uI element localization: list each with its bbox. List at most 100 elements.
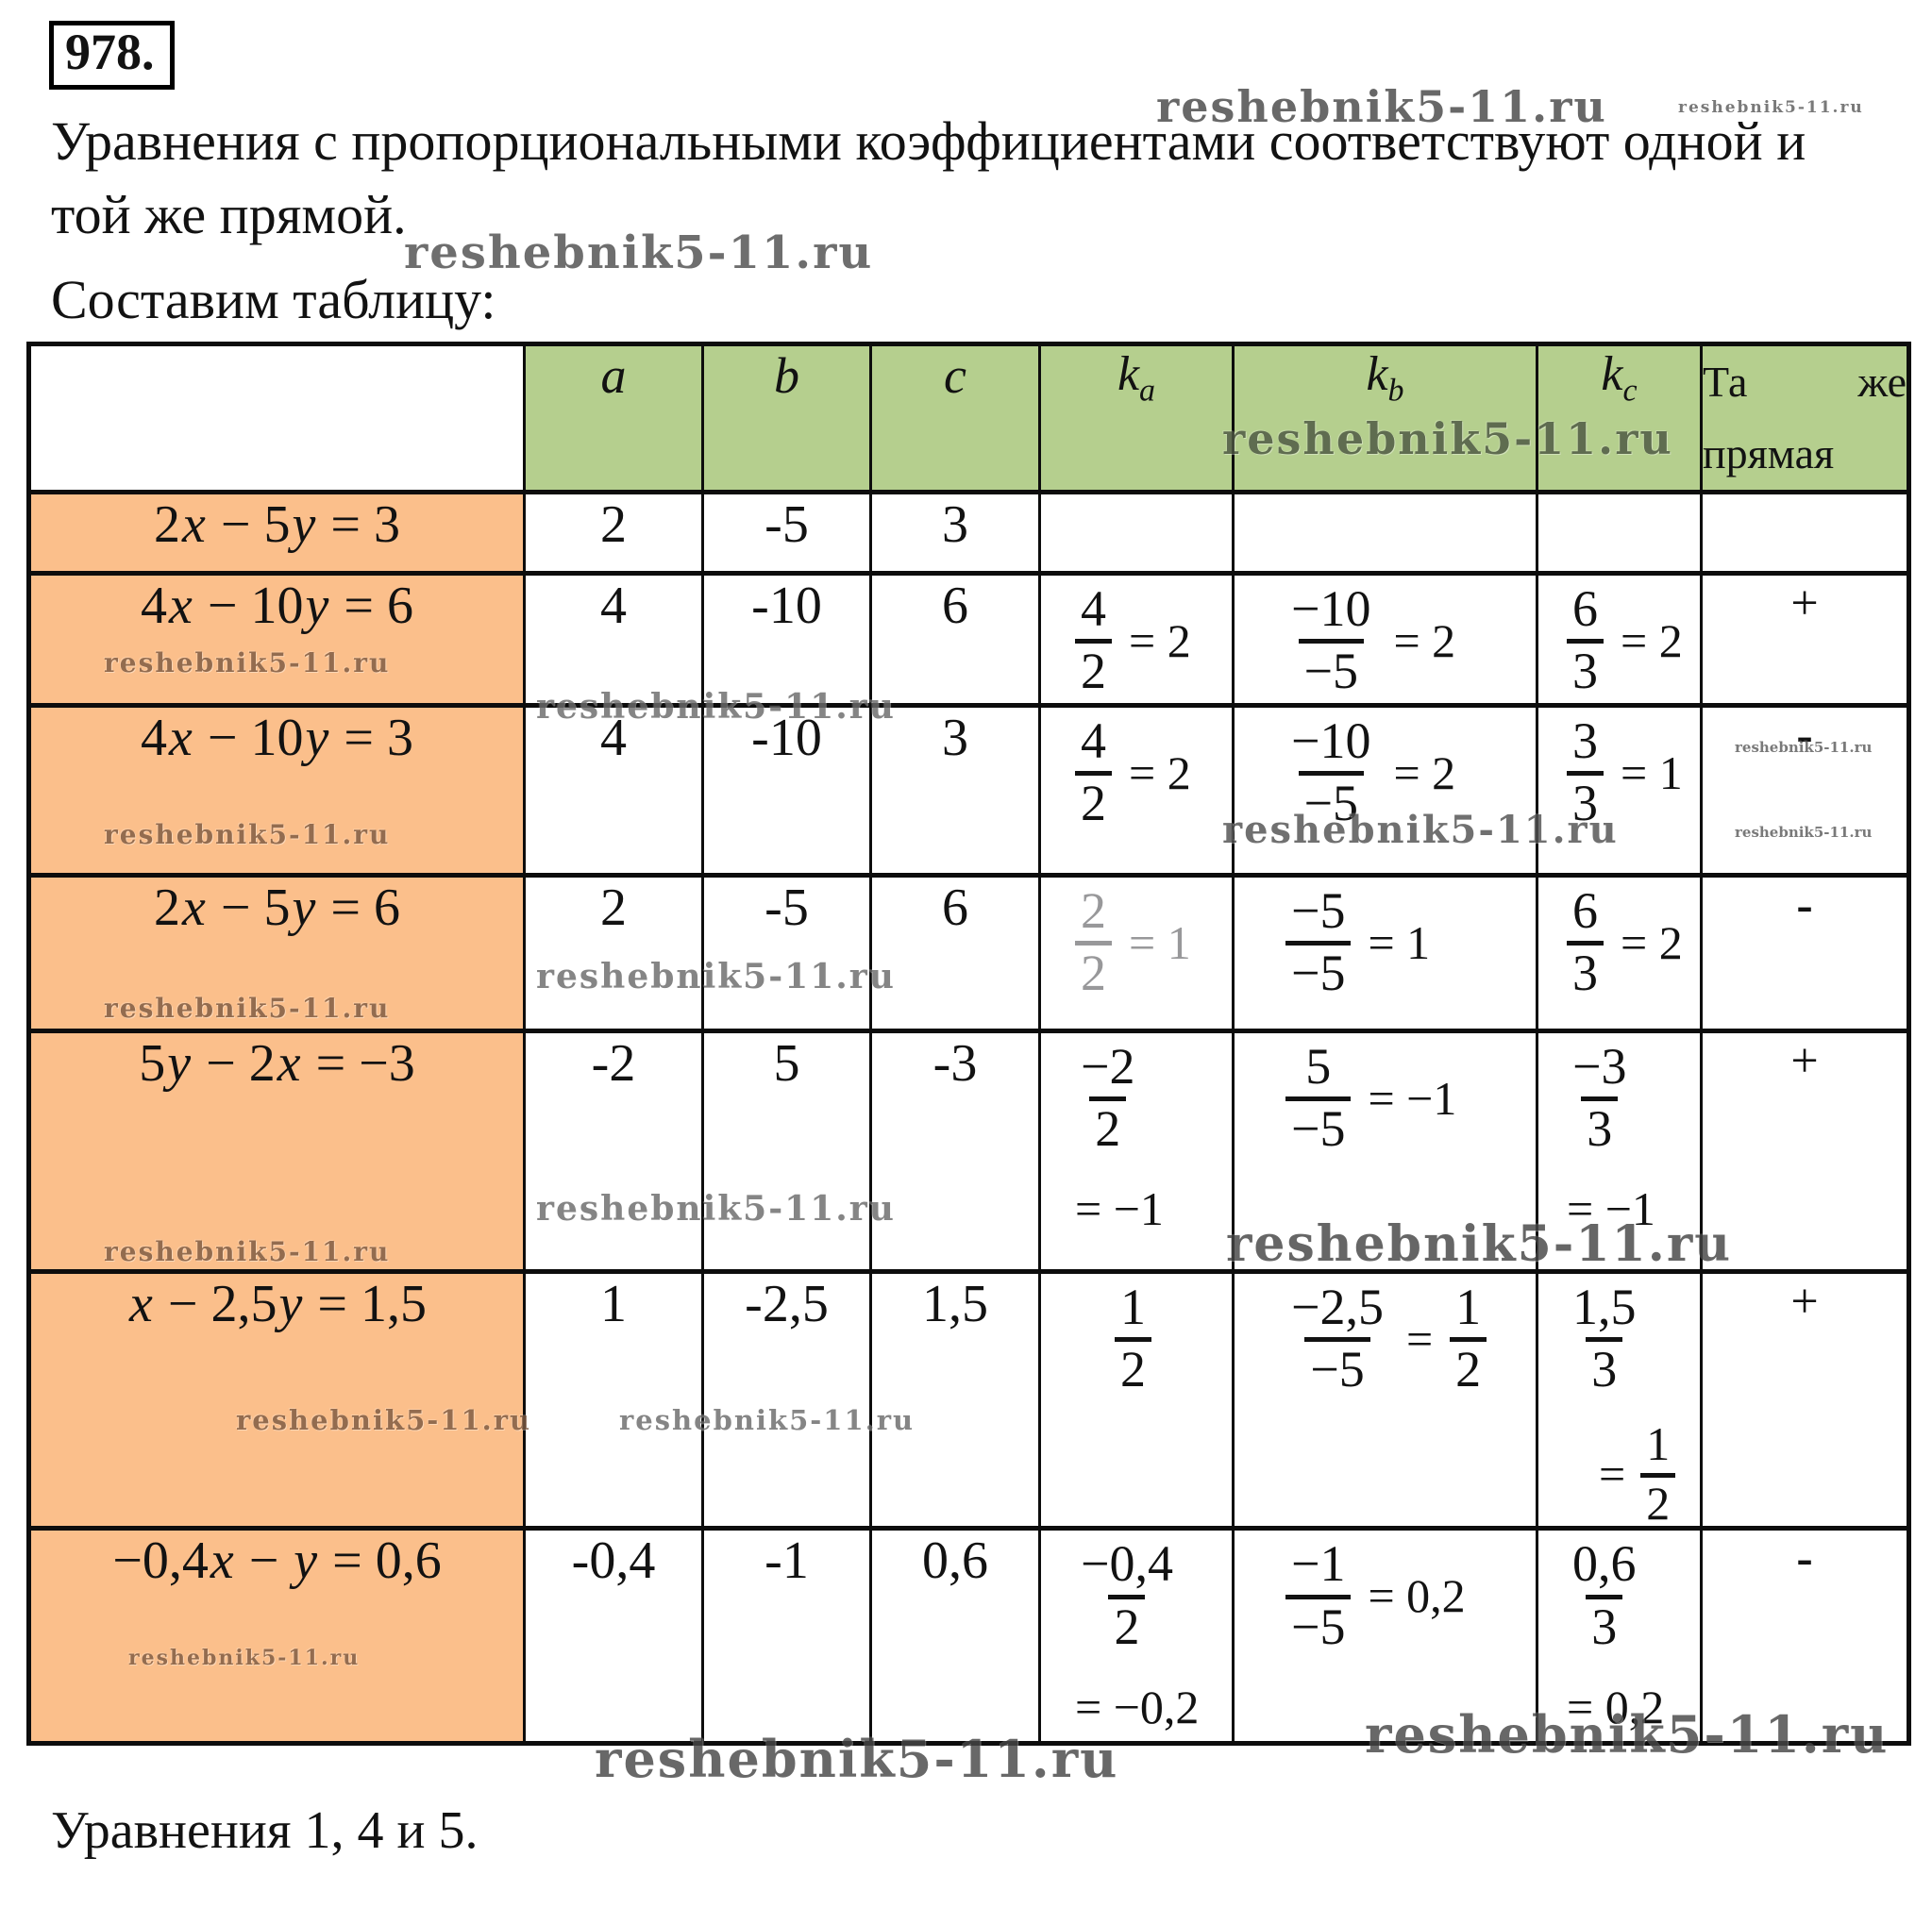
cell-same-line-6: + <box>1700 1268 1910 1531</box>
cell-c-4: 6 <box>869 872 1041 1033</box>
fraction: −0,4 2 <box>1081 1535 1173 1655</box>
cell-ka-7: −0,4 2 = −0,2 <box>1038 1526 1235 1747</box>
k-symbol: k <box>1117 347 1140 401</box>
cell-same-line-3: - <box>1700 702 1910 878</box>
cell-kb-7: −1 −5 = 0,2 <box>1232 1526 1538 1747</box>
k-expression: 0,6 3 = 0,2 <box>1567 1535 1665 1733</box>
cell-kb-2: −10 −5 = 2 <box>1232 570 1538 708</box>
fraction: −2 2 <box>1081 1037 1135 1158</box>
cell-same-line-1 <box>1700 489 1910 576</box>
k-expression: −0,4 2 = −0,2 <box>1075 1535 1200 1733</box>
fraction: 1,5 3 <box>1572 1278 1637 1398</box>
variable: y <box>292 494 316 554</box>
k-expression: −5 −5 = 1 <box>1285 879 1535 998</box>
table-row: 4x − 10y = 3 4 -10 3 4 2 = 2 −10 −5 = 2 3 3 = 1- <box>27 702 1910 878</box>
cell-kc-2: 6 3 = 2 <box>1536 570 1703 708</box>
table-row: 2x − 5y = 6 2 -5 6 2 2 = 1 −5 −5 = 1 6 3 = 2- <box>27 872 1910 1033</box>
column-header-same-line: Та же прямая <box>1700 342 1910 494</box>
variable: y <box>167 1033 192 1093</box>
column-header-kc: kc <box>1536 342 1703 494</box>
cell-ka-1 <box>1038 489 1235 576</box>
problem-number: 978. <box>49 21 175 90</box>
table-row: x − 2,5y = 1,5 1 -2,5 1,5 1 2 −2,5 −5 = 1 2 1,5 3 = 1 2… <box>27 1268 1910 1531</box>
table-row: 4x − 10y = 6 4 -10 6 4 2 = 2 −10 −5 = 2 6 3 = 2 + <box>27 570 1910 708</box>
variable: x <box>169 708 193 767</box>
variable: x <box>182 878 206 937</box>
cell-c-5: -3 <box>869 1028 1041 1274</box>
variable: y <box>305 576 329 635</box>
cell-b-3: -10 <box>701 702 872 878</box>
k-expression: 5 −5 = −1 <box>1285 1035 1535 1154</box>
cell-a-6: 1 <box>523 1268 704 1531</box>
variable: y <box>292 878 316 937</box>
table-row: 2x − 5y = 3 2 -5 3 <box>27 489 1910 576</box>
cell-ka-5: −2 2 = −1 <box>1038 1028 1235 1274</box>
cell-same-line-5: + <box>1700 1028 1910 1274</box>
cell-ka-2: 4 2 = 2 <box>1038 570 1235 708</box>
variable: y <box>294 1531 318 1591</box>
fraction: −3 3 <box>1572 1037 1627 1158</box>
cell-b-5: 5 <box>701 1028 872 1274</box>
cell-b-6: -2,5 <box>701 1268 872 1531</box>
cell-equation-6: x − 2,5y = 1,5 <box>27 1268 526 1531</box>
k-expression: −10 −5 = 2 <box>1285 577 1535 700</box>
cell-c-2: 6 <box>869 570 1041 708</box>
fraction: −2,5 −5 <box>1291 1278 1384 1398</box>
k-expression: 6 3 = 2 <box>1567 577 1699 696</box>
cell-c-1: 3 <box>869 489 1041 576</box>
cell-kc-4: 6 3 = 2 <box>1536 872 1703 1033</box>
cell-a-1: 2 <box>523 489 704 576</box>
table-header-row: a b c ka kb kc Та же прямая <box>27 342 1910 494</box>
intro-line-2: той же прямой. <box>51 184 407 245</box>
cell-a-3: 4 <box>523 702 704 878</box>
cell-kb-6: −2,5 −5 = 1 2 <box>1232 1268 1538 1531</box>
table-corner-cell <box>27 342 526 494</box>
cell-equation-3: 4x − 10y = 3 <box>27 702 526 878</box>
cell-equation-7: −0,4x − y = 0,6 <box>27 1526 526 1747</box>
column-header-kb: kb <box>1232 342 1538 494</box>
fraction: −10 −5 <box>1291 579 1371 700</box>
cell-kb-1 <box>1232 489 1538 576</box>
column-header-a: a <box>523 342 704 494</box>
cell-kb-4: −5 −5 = 1 <box>1232 872 1538 1033</box>
cell-equation-5: 5y − 2x = −3 <box>27 1028 526 1274</box>
k-subscript-b: b <box>1387 373 1404 409</box>
k-expression: −2,5 −5 = 1 2 <box>1285 1276 1535 1398</box>
cell-kc-5: −3 3 = −1 <box>1536 1028 1703 1274</box>
cell-equation-4: 2x − 5y = 6 <box>27 872 526 1033</box>
cell-c-3: 3 <box>869 702 1041 878</box>
cell-a-2: 4 <box>523 570 704 708</box>
variable: x <box>182 494 206 554</box>
cell-same-line-7: - <box>1700 1526 1910 1747</box>
fraction: −10 −5 <box>1291 711 1371 832</box>
cell-a-5: -2 <box>523 1028 704 1274</box>
same-line-word2: же <box>1857 358 1907 406</box>
cell-c-6: 1,5 <box>869 1268 1041 1531</box>
fraction: 0,6 3 <box>1572 1535 1637 1655</box>
k-expression: 4 2 = 2 <box>1075 577 1231 696</box>
cell-b-4: -5 <box>701 872 872 1033</box>
cell-kc-7: 0,6 3 = 0,2 <box>1536 1526 1703 1747</box>
cell-ka-3: 4 2 = 2 <box>1038 702 1235 878</box>
k-expression: −2 2 = −1 <box>1075 1037 1164 1236</box>
same-line-header-row1: Та же <box>1703 348 1907 417</box>
intro-line-1: Уравнения с пропорциональными коэффициен… <box>51 110 1806 172</box>
fraction: −5 −5 <box>1285 885 1352 998</box>
variable: x <box>129 1274 153 1333</box>
table-row: 5y − 2x = −3 -2 5 -3 −2 2 = −1 5 −5 = −1 −3 3 = −1 + <box>27 1028 1910 1274</box>
cell-a-7: -0,4 <box>523 1526 704 1747</box>
k-expression: 1,5 3 = 1 2 <box>1567 1276 1699 1524</box>
cell-ka-4: 2 2 = 1 <box>1038 872 1235 1033</box>
variable: x <box>210 1531 234 1591</box>
fraction: 5 −5 <box>1285 1041 1352 1154</box>
cell-equation-2: 4x − 10y = 6 <box>27 570 526 708</box>
same-line-word1: Та <box>1703 358 1748 406</box>
column-header-b: b <box>701 342 872 494</box>
